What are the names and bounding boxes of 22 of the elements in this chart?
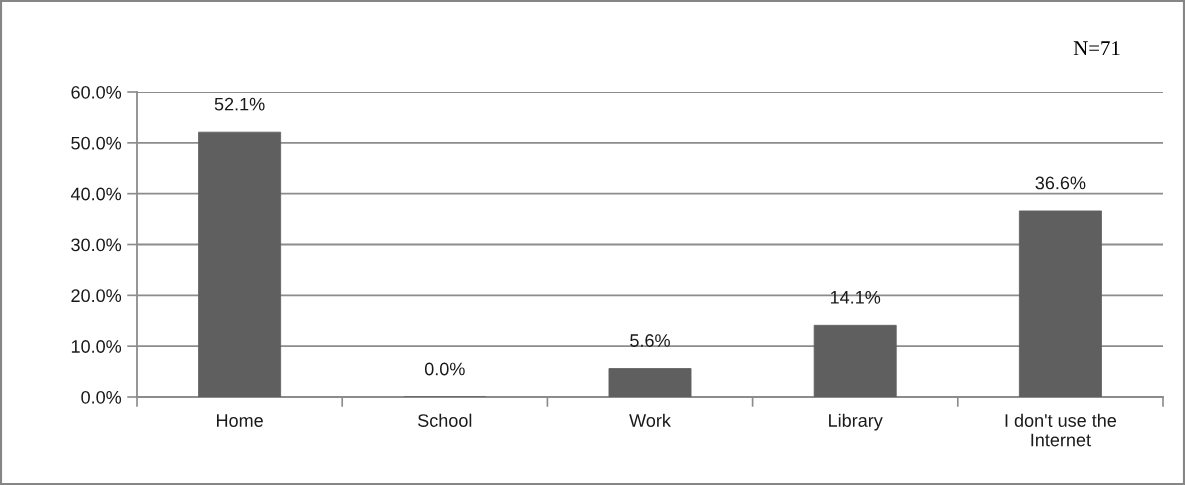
- x-tick-label: School: [418, 413, 472, 427]
- y-tick-label: 20.0%: [71, 289, 122, 303]
- y-tick-label: 40.0%: [70, 187, 122, 201]
- data-label: 0.0%: [424, 362, 465, 376]
- data-label: 5.6%: [630, 334, 670, 347]
- y-tick-label: 60.0%: [71, 85, 122, 99]
- x-tick-label: Home: [217, 414, 263, 427]
- y-tick-label: 30.0%: [71, 238, 122, 252]
- bar: [198, 131, 282, 397]
- bar: [813, 324, 897, 397]
- y-tick-label: 50.0%: [71, 136, 122, 150]
- bar: [608, 368, 692, 397]
- data-label: 36.6%: [1035, 176, 1086, 190]
- data-label: 14.1%: [830, 290, 881, 304]
- bar: [1018, 210, 1102, 397]
- x-tick-label: Work: [629, 413, 671, 427]
- y-tick-label: 10.0%: [71, 340, 122, 353]
- y-tick-label: 0.0%: [81, 390, 122, 404]
- data-label: 52.1%: [214, 97, 265, 111]
- x-tick-label: I don't use the Internet: [1005, 413, 1117, 447]
- x-tick-label: Library: [829, 413, 883, 431]
- text: N=71: [1073, 41, 1120, 56]
